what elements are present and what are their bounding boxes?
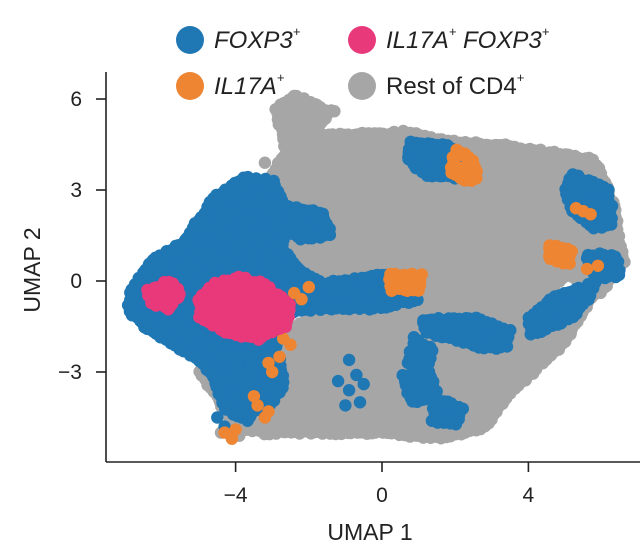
scatter-points [121, 89, 631, 445]
